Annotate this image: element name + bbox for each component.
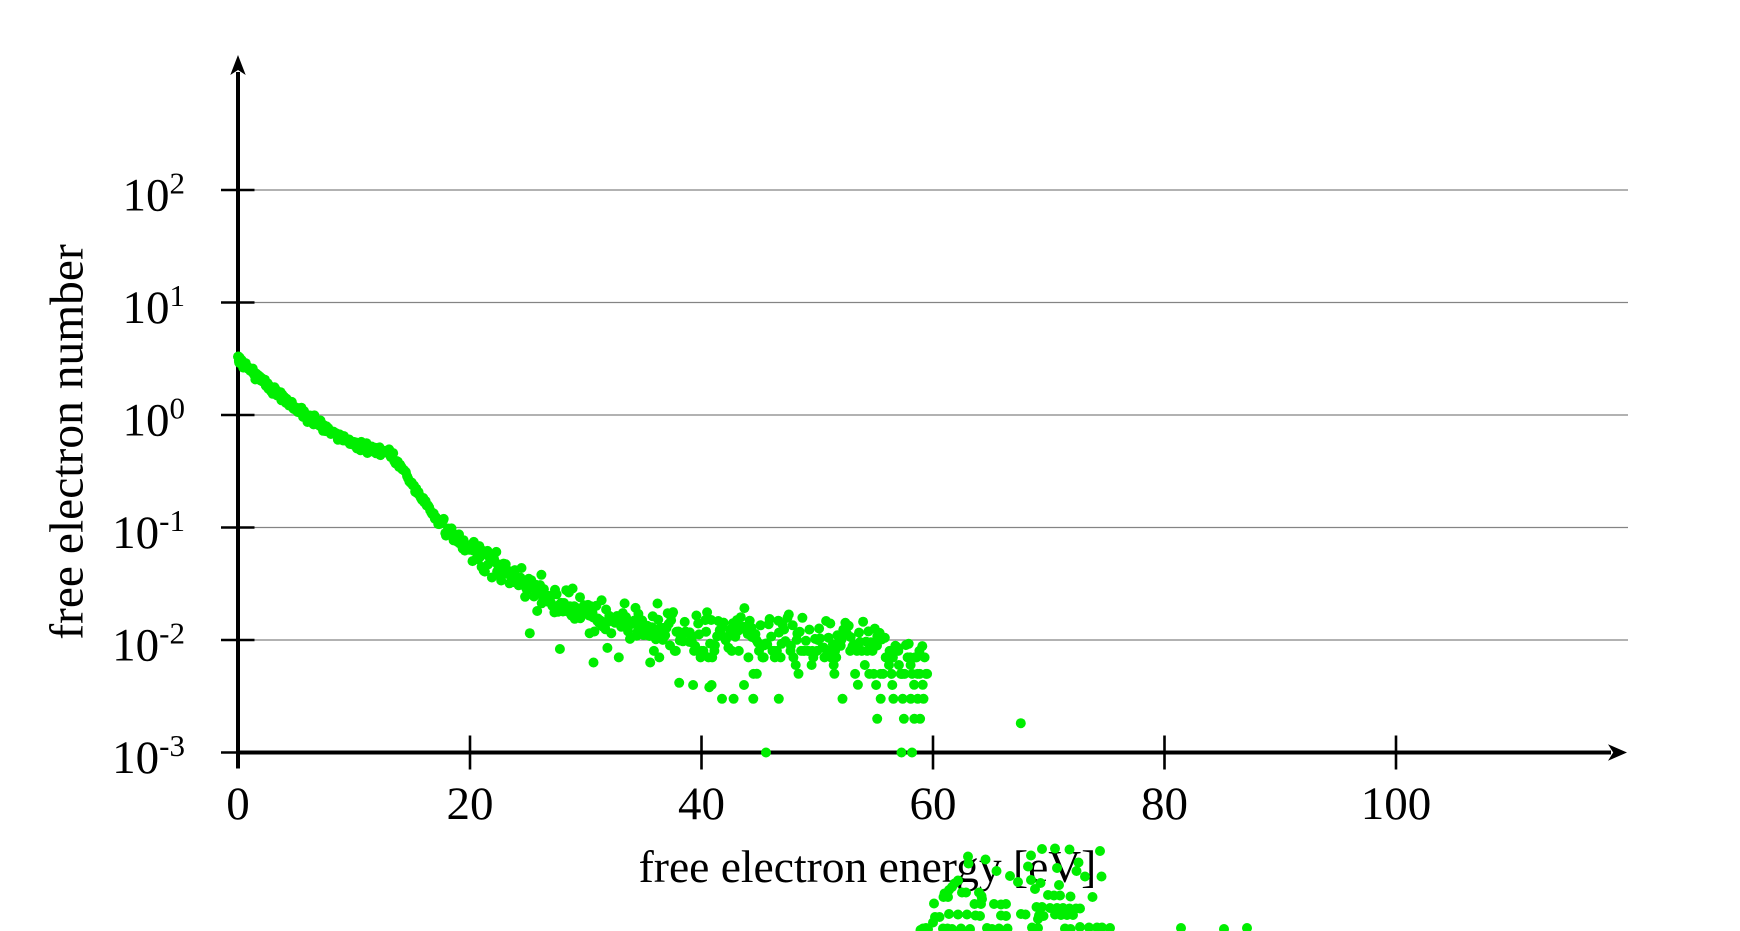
svg-text:20: 20: [447, 778, 494, 830]
svg-text:40: 40: [678, 778, 725, 830]
svg-text:0: 0: [226, 778, 250, 830]
svg-text:100: 100: [1361, 778, 1432, 830]
svg-text:60: 60: [910, 778, 957, 830]
svg-text:80: 80: [1141, 778, 1188, 830]
svg-text:free electron number: free electron number: [42, 244, 94, 640]
